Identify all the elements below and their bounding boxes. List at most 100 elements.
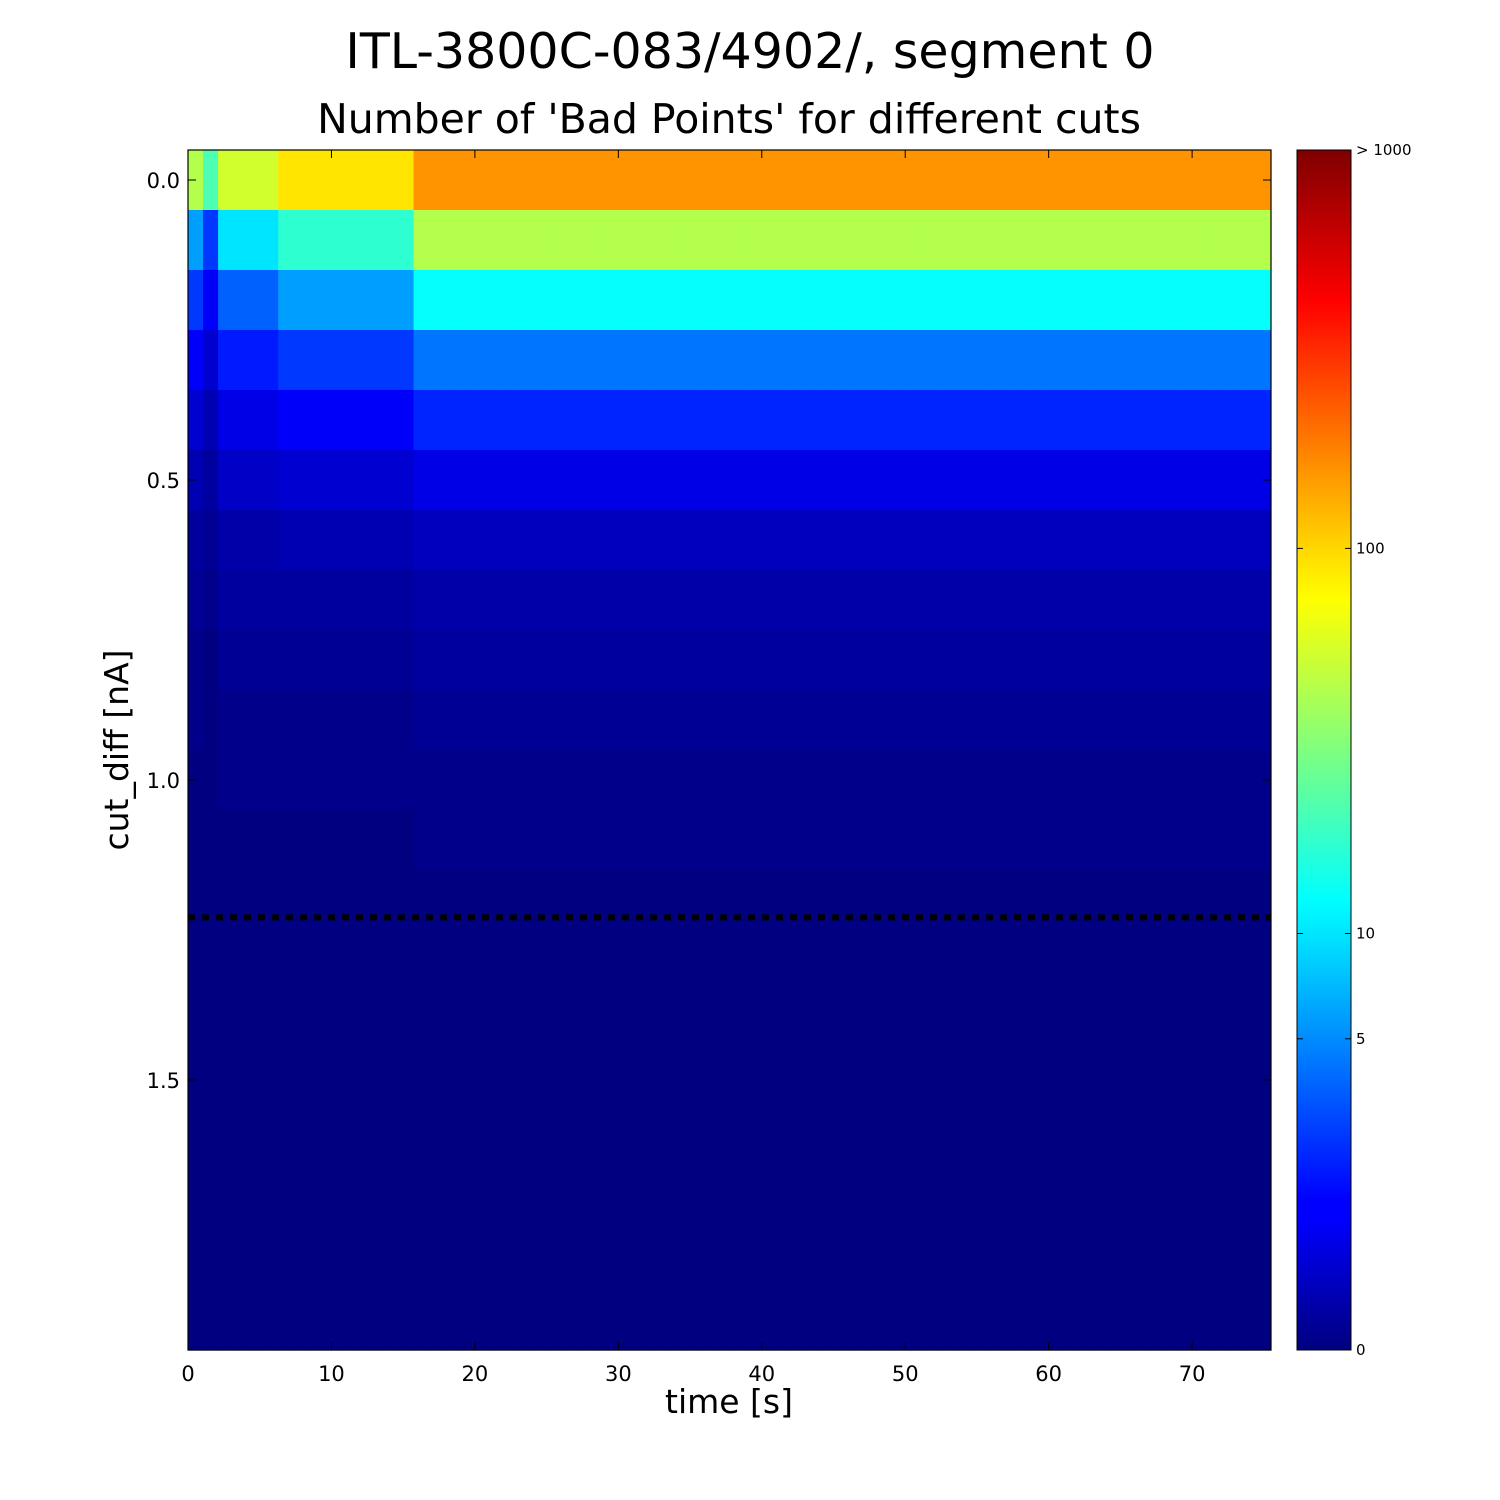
- heatmap-cell: [1195, 1050, 1212, 1111]
- heatmap-cell: [233, 210, 249, 271]
- heatmap-cell: [248, 630, 264, 691]
- heatmap-cell: [413, 330, 430, 391]
- heatmap-cell: [413, 1050, 430, 1111]
- heatmap-cell: [579, 150, 595, 211]
- heatmap-cell: [1030, 810, 1046, 871]
- heatmap-cell: [413, 450, 430, 511]
- heatmap-cell: [729, 930, 746, 991]
- heatmap-cell: [699, 870, 715, 931]
- heatmap-cell: [654, 630, 670, 691]
- heatmap-cell: [1240, 570, 1257, 631]
- heatmap-cell: [353, 510, 370, 571]
- heatmap-cell: [1210, 990, 1227, 1051]
- heatmap-cell: [954, 810, 971, 871]
- heatmap-cell: [819, 1230, 836, 1291]
- heatmap-cell: [624, 510, 640, 571]
- heatmap-cell: [323, 750, 339, 811]
- heatmap-cell: [248, 1110, 264, 1171]
- heatmap-cell: [473, 630, 490, 691]
- heatmap-cell: [233, 930, 249, 991]
- heatmap-cell: [954, 390, 971, 451]
- heatmap-cell: [1030, 210, 1046, 271]
- heatmap-cell: [1000, 330, 1016, 391]
- heatmap-cell: [1150, 1110, 1167, 1171]
- heatmap-cell: [1225, 810, 1242, 871]
- heatmap-cell: [879, 630, 896, 691]
- heatmap-cell: [458, 1050, 475, 1111]
- heatmap-cell: [428, 510, 445, 571]
- heatmap-cell: [383, 1050, 400, 1111]
- heatmap-cell: [1045, 1170, 1061, 1231]
- heatmap-cell: [1075, 330, 1091, 391]
- heatmap-cell: [518, 390, 535, 451]
- heatmap-cell: [789, 930, 806, 991]
- heatmap-cell: [699, 150, 715, 211]
- heatmap-cell: [203, 150, 219, 211]
- heatmap-cell: [985, 390, 1001, 451]
- heatmap-cell: [879, 510, 896, 571]
- heatmap-cell: [879, 690, 896, 751]
- heatmap-cell: [458, 990, 475, 1051]
- heatmap-cell: [924, 930, 941, 991]
- heatmap-cell: [1105, 450, 1121, 511]
- heatmap-cell: [443, 930, 460, 991]
- heatmap-cell: [1120, 330, 1137, 391]
- heatmap-cell: [714, 570, 730, 631]
- heatmap-cell: [624, 210, 640, 271]
- heatmap-cell: [1105, 870, 1121, 931]
- heatmap-cell: [594, 1170, 610, 1231]
- heatmap-cell: [218, 1290, 234, 1351]
- heatmap-cell: [954, 270, 971, 331]
- heatmap-cell: [308, 810, 324, 871]
- heatmap-cell: [1210, 570, 1227, 631]
- heatmap-cell: [518, 930, 535, 991]
- heatmap-cell: [1195, 810, 1212, 871]
- heatmap-cell: [579, 330, 595, 391]
- heatmap-cell: [278, 1170, 294, 1231]
- heatmap-cell: [1240, 930, 1257, 991]
- heatmap-cell: [1135, 510, 1152, 571]
- heatmap-cell: [1255, 990, 1272, 1051]
- heatmap-cell: [729, 690, 746, 751]
- heatmap-cell: [548, 690, 565, 751]
- heatmap-cell: [970, 1050, 986, 1111]
- heatmap-cell: [954, 1230, 971, 1291]
- heatmap-cell: [398, 1290, 415, 1351]
- heatmap-cell: [383, 270, 400, 331]
- heatmap-cell: [684, 210, 700, 271]
- heatmap-cell: [669, 1050, 685, 1111]
- heatmap-cell: [263, 1230, 279, 1291]
- heatmap-cell: [1015, 510, 1031, 571]
- heatmap-cell: [894, 150, 911, 211]
- heatmap-cell: [503, 570, 520, 631]
- heatmap-cell: [488, 810, 505, 871]
- heatmap-cell: [1030, 1110, 1046, 1171]
- heatmap-cell: [1105, 390, 1121, 451]
- heatmap-cell: [263, 570, 279, 631]
- heatmap-cell: [563, 150, 580, 211]
- heatmap-cell: [1135, 1170, 1152, 1231]
- heatmap-cell: [624, 450, 640, 511]
- heatmap-cell: [1000, 990, 1016, 1051]
- heatmap-cell: [428, 1290, 445, 1351]
- heatmap-cell: [849, 1170, 866, 1231]
- heatmap-cell: [1195, 270, 1212, 331]
- heatmap-cell: [939, 690, 956, 751]
- heatmap-cell: [308, 570, 324, 631]
- heatmap-cell: [233, 390, 249, 451]
- heatmap-cell: [533, 1050, 550, 1111]
- heatmap-cell: [1225, 570, 1242, 631]
- heatmap-cell: [263, 990, 279, 1051]
- heatmap-cell: [985, 570, 1001, 631]
- heatmap-cell: [789, 990, 806, 1051]
- heatmap-cell: [1165, 1230, 1182, 1291]
- x-tick-label: 70: [1179, 1362, 1206, 1386]
- heatmap-cell: [609, 510, 625, 571]
- heatmap-cell: [1015, 1170, 1031, 1231]
- heatmap-cell: [233, 630, 249, 691]
- heatmap-cell: [909, 270, 926, 331]
- heatmap-cell: [533, 1290, 550, 1351]
- heatmap-cell: [744, 1230, 761, 1291]
- heatmap-cell: [1180, 390, 1197, 451]
- heatmap-cell: [443, 1290, 460, 1351]
